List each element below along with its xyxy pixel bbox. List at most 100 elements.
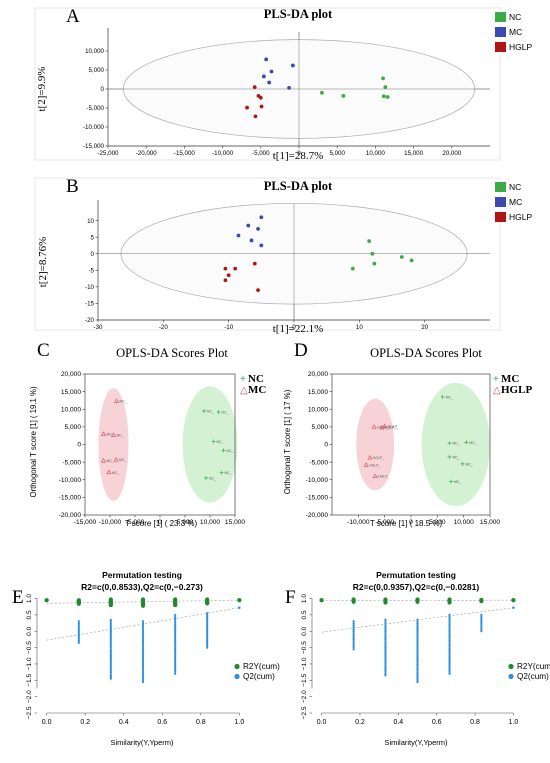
q2-point [77,622,80,625]
q2-point [416,673,419,676]
data-point-nc [350,266,355,271]
q2-point [352,638,355,641]
q2-point [141,633,145,637]
q2-point [480,613,483,617]
legend-label: NC [509,182,521,192]
legend-label: R2Y(cum) [243,662,280,671]
data-point-mc [249,238,254,243]
point-label: NC_ [222,411,229,415]
data-point-hglp [223,278,228,283]
y-tick-label: 1.0 [301,594,308,603]
q2-point [416,636,419,639]
q2-point [352,646,355,649]
y-tick-label: 0.5 [301,610,308,619]
q2-point [352,648,355,651]
q2-point [206,612,209,615]
q2-point [141,655,145,658]
x-tick-label: 20 [421,324,428,331]
q2-point [416,649,419,653]
q2-point [352,620,355,623]
q2-point [384,634,387,637]
data-point-nc [204,475,208,480]
q2-point [141,635,145,639]
r2y-point [108,597,113,602]
q2-point [109,657,112,661]
q2-point [206,625,209,628]
q2-point [384,646,387,649]
q2-point [141,674,145,678]
data-point-hglp [233,266,238,271]
q2-point [141,639,145,643]
q2-point [77,633,80,637]
q2-point [448,621,451,624]
q2-point [416,676,419,680]
data-point-nc [320,90,324,95]
group-ellipse-hglp [356,398,395,491]
q2-point [480,615,483,619]
q2-point [206,640,209,644]
q2-point [448,666,451,670]
q2-point [384,622,387,625]
data-point-nc [211,439,216,444]
group-ellipse-mc [98,388,129,501]
q2-point [352,642,355,645]
y-tick-label: -15 [85,301,95,308]
legend-swatch [495,212,506,222]
q2-point [174,615,177,619]
y-tick-label: 5,000 [311,424,328,431]
q2-point [352,628,355,631]
panel-letter: D [294,340,308,361]
data-point-mc [106,469,112,475]
data-point-nc [202,409,206,414]
q2-point [174,647,177,650]
y-tick-label: 0 [77,442,81,449]
legend-swatch [495,182,506,192]
panel-letter: A [66,6,80,27]
y-tick-label: −2.5 [301,706,308,719]
r2y-point [319,598,324,603]
q2-point [109,630,112,633]
r2y-point [447,597,452,602]
q2-point [448,649,451,652]
x-tick-label: 15,000 [404,150,423,157]
q2-point [77,626,80,629]
q2-point [109,652,112,655]
data-point-nc [341,93,346,98]
q2-point [141,626,145,629]
q2-point [174,623,177,626]
panel-a: A PLS-DA plot -25,000 -20,000 -15,000 -10,000… [34,6,532,162]
data-point-nc [383,85,388,89]
data-point-mc [447,454,452,459]
x-tick-label: -5,000 [375,519,394,526]
q2-point [109,640,112,643]
q2-point [109,636,112,639]
point-label: MC_ [446,395,453,399]
point-label: MC_ [469,441,476,445]
point-label: MC_ [452,442,459,446]
q2-point [384,666,387,669]
q2-point [109,663,112,667]
x-tick-label: -10,000 [212,150,234,157]
q2-point [109,638,112,641]
q2-point [448,658,451,662]
q2-point [77,628,80,631]
q2-point [174,643,177,646]
q2-point [352,634,355,637]
q2-point [109,667,112,671]
q2-point [141,641,145,645]
q2-point [109,648,112,651]
data-point-hglp [367,454,373,460]
q2-point [174,613,177,617]
q2-point [448,668,451,671]
q2-point [448,631,451,634]
q2-point [480,619,483,623]
data-point-nc [399,255,404,259]
x-tick-label: -30 [94,324,104,331]
q2-point [416,630,419,633]
q2-point [352,640,355,643]
q2-point [174,641,177,644]
y-tick-label: -5,000 [62,459,81,466]
q2-point [109,659,112,663]
q2-point [416,647,419,651]
q2-point [384,648,387,651]
